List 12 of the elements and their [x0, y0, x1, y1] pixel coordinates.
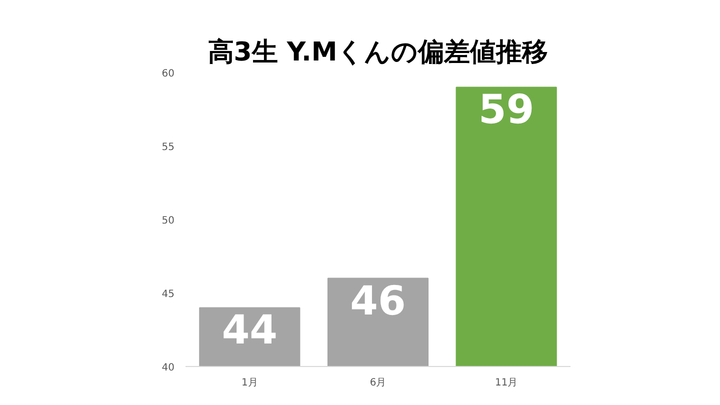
y-tick-label: 40 [162, 362, 175, 374]
y-tick-label: 50 [162, 216, 175, 226]
chart-title: 高3生 Y.Mくんの偏差値推移 [208, 38, 548, 68]
y-tick-label: 55 [162, 142, 175, 153]
data-label: 46 [350, 278, 406, 324]
x-tick-label: 11月 [494, 378, 518, 388]
data-label: 59 [478, 87, 534, 134]
data-label: 44 [222, 308, 278, 354]
x-tick-label: 1月 [241, 378, 258, 388]
y-tick-label: 45 [162, 289, 175, 300]
y-tick-label: 60 [162, 68, 175, 80]
x-tick-label: 6月 [370, 378, 386, 388]
